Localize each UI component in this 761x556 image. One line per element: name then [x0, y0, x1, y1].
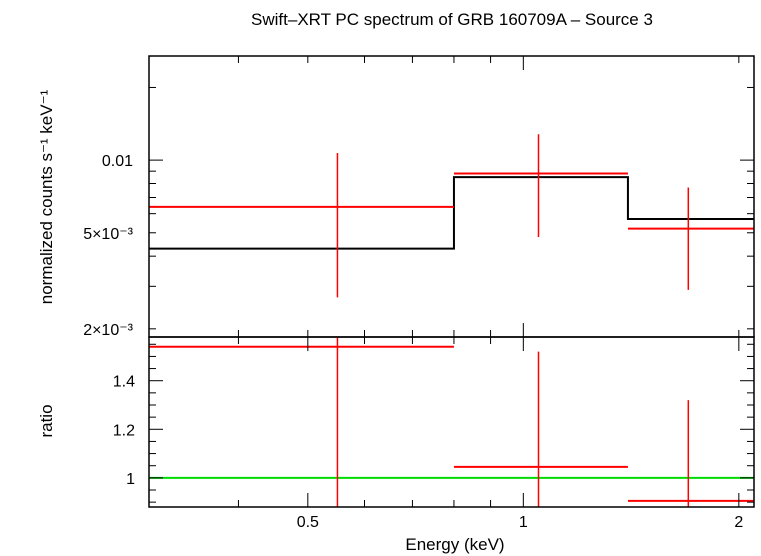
y-axis-title-ratio: ratio	[37, 404, 56, 437]
spectrum-panel: 0.01 5×10⁻³ 2×10⁻³	[83, 55, 755, 339]
y-tick-label-ratio: 1.4	[113, 374, 135, 391]
model-step-line	[149, 176, 754, 250]
y-tick-label-ratio: 1	[126, 471, 135, 488]
x-axis-title: Energy (keV)	[405, 535, 504, 554]
y-axis-title-spectrum: normalized counts s⁻¹ keV⁻¹	[37, 89, 56, 304]
x-tick-label: 2	[734, 514, 743, 531]
y-tick-label-spectrum: 0.01	[102, 153, 133, 170]
spectrum-frame	[148, 55, 755, 338]
ratio-panel: 1 1.2 1.4 0.5 1 2	[113, 336, 755, 531]
x-tick-label: 0.5	[297, 514, 319, 531]
x-tick-label: 1	[519, 514, 528, 531]
ratio-frame	[148, 336, 755, 508]
y-tick-label-spectrum: 2×10⁻³	[83, 322, 133, 339]
chart-title: Swift–XRT PC spectrum of GRB 160709A – S…	[251, 10, 653, 29]
y-tick-label-ratio: 1.2	[113, 422, 135, 439]
y-tick-label-spectrum: 5×10⁻³	[83, 226, 133, 243]
